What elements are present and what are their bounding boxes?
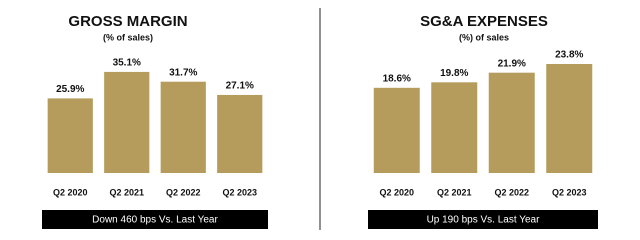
x-tick-label: Q2 2023 <box>552 187 587 197</box>
value-label: 23.8% <box>555 50 583 61</box>
x-tick-label: Q2 2020 <box>53 187 88 197</box>
chart-title: SG&A EXPENSES <box>420 13 548 30</box>
bar <box>47 98 93 173</box>
bar <box>546 63 593 173</box>
chart: GROSS MARGIN (% of sales) 25.9% Q2 2020 35.1… <box>42 8 598 230</box>
value-label: 25.9% <box>56 84 84 95</box>
value-label: 18.6% <box>383 73 411 84</box>
chart-title: GROSS MARGIN <box>68 13 187 30</box>
annotation: Up 190 bps Vs. Last Year <box>427 215 541 226</box>
annotation-box <box>42 210 268 229</box>
x-tick-label: Q2 2021 <box>109 187 144 197</box>
x-tick-label: Q2 2020 <box>379 187 414 197</box>
value-label: 31.7% <box>169 67 197 78</box>
value-label: 35.1% <box>113 58 141 69</box>
x-tick-label: Q2 2021 <box>437 187 472 197</box>
bar <box>373 87 420 173</box>
chart-subtitle: (%) of sales <box>459 32 509 42</box>
value-label: 19.8% <box>440 68 468 79</box>
annotation: Down 460 bps Vs. Last Year <box>92 215 218 226</box>
x-tick-label: Q2 2022 <box>494 187 529 197</box>
x-tick-label: Q2 2023 <box>222 187 257 197</box>
x-tick-label: Q2 2022 <box>166 187 201 197</box>
value-label: 21.9% <box>498 58 526 69</box>
chart-subtitle: (% of sales) <box>103 32 153 42</box>
annotation-box <box>368 210 598 229</box>
bar <box>431 82 478 173</box>
bar <box>488 72 535 173</box>
bar <box>160 81 206 173</box>
value-label: 27.1% <box>226 81 254 92</box>
bar <box>217 94 263 173</box>
bar <box>104 71 150 173</box>
